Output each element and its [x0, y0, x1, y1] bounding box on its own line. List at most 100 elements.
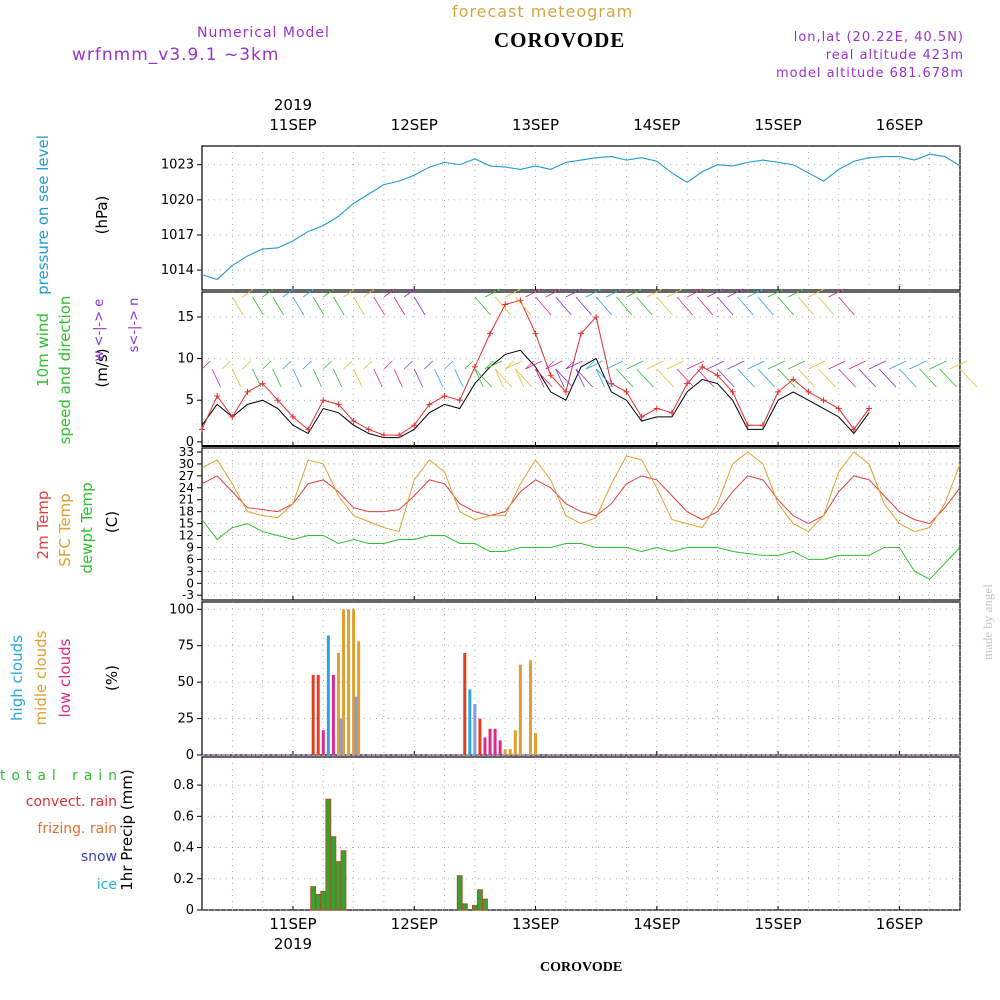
wind-arrow — [413, 296, 426, 316]
wind-arrow — [565, 360, 583, 370]
wind-mean-line — [201, 349, 870, 439]
wind-arrow — [454, 368, 464, 388]
wind-arrow — [353, 368, 363, 388]
wind-arrow — [575, 368, 585, 388]
wind-arrow — [929, 360, 947, 370]
gust-marker — [668, 409, 675, 416]
wind-arrow — [737, 368, 755, 388]
wind-arrow — [262, 288, 274, 298]
wind-arrow — [828, 360, 846, 370]
wind-arrow — [272, 296, 284, 316]
gust-marker — [380, 432, 387, 439]
y-tick-label: 0.2 — [173, 872, 194, 887]
wind-arrow — [504, 360, 514, 370]
wind-arrow — [201, 360, 211, 370]
precip-bar — [471, 904, 478, 911]
cloud-high-label: high clouds — [8, 635, 26, 721]
wind-arrow — [211, 368, 221, 388]
wind-arrow — [272, 368, 282, 388]
gust-marker — [775, 388, 782, 395]
wind-arrow — [292, 368, 302, 388]
wind-arrow — [292, 296, 305, 316]
gust-marker — [456, 397, 463, 404]
wind-arrow — [545, 360, 563, 370]
y-tick-label: 0 — [186, 576, 194, 590]
cloud-bar — [341, 609, 345, 755]
wind-arrow — [788, 360, 806, 370]
y-tick-label: 6 — [186, 552, 194, 566]
wind-arrow — [788, 288, 804, 298]
wind-arrow — [585, 360, 604, 370]
cloud-bar — [468, 689, 472, 755]
wind-arrow — [777, 368, 796, 388]
wind-arrow — [909, 360, 927, 370]
cloud-bar — [534, 733, 538, 755]
gust-marker — [850, 426, 857, 433]
wind-arrow — [373, 296, 385, 316]
y-tick-label: 100 — [169, 602, 194, 617]
gust-marker — [820, 397, 827, 404]
wind-arrow — [494, 296, 511, 316]
wind-arrow — [545, 360, 555, 370]
cloud-mid-label: midle clouds — [32, 630, 50, 725]
wind-arrow — [727, 360, 745, 370]
gust-marker — [759, 422, 766, 429]
wind-arrow — [656, 368, 674, 388]
wind-arrow — [676, 296, 693, 316]
wind-arrow — [363, 360, 373, 370]
panel-frame — [201, 601, 961, 756]
y-tick-label: 10 — [177, 352, 194, 367]
wind-arrow — [575, 296, 592, 316]
wind-arrow — [353, 296, 365, 316]
wind-arrow — [797, 296, 815, 316]
wind-arrow — [464, 360, 474, 370]
gust-marker — [320, 397, 327, 404]
wind-arrow — [252, 296, 264, 316]
model-label: Numerical Model — [197, 25, 330, 41]
date-label-bottom: 12SEP — [391, 915, 438, 933]
wind-arrow — [333, 368, 343, 388]
wind-arrow — [696, 368, 715, 388]
cloud-bar — [493, 728, 497, 755]
wind-arrow — [231, 296, 244, 316]
wind-arrow — [545, 288, 562, 298]
wind-arrow — [747, 288, 764, 298]
wind-arrow — [333, 296, 345, 316]
gust-marker — [365, 426, 372, 433]
wind-arrow — [707, 288, 724, 298]
y-tick-label: 9 — [186, 540, 194, 554]
gust-marker — [790, 376, 797, 383]
model-altitude-label: model altitude 681.678m — [775, 66, 964, 81]
wind-arrow — [949, 360, 967, 370]
wind-arrow — [555, 296, 572, 316]
y-tick-label: 33 — [179, 445, 194, 459]
pressure-line — [201, 153, 961, 281]
y-tick-label: 15 — [179, 517, 194, 531]
cloud-bar — [336, 653, 340, 755]
wind-arrow — [626, 288, 643, 298]
wind-arrow — [747, 360, 765, 370]
wind-arrow — [494, 368, 504, 388]
gust-marker — [835, 405, 842, 412]
wind-arrow — [565, 360, 575, 370]
wind-arrow — [302, 360, 312, 370]
gust-marker — [259, 380, 266, 387]
wind-arrow — [474, 368, 492, 388]
precip-ylabel: 1hr Precip (mm) — [118, 769, 136, 890]
y-tick-label: -3 — [182, 588, 194, 602]
y-tick-label: 3 — [186, 564, 194, 578]
wind-arrow — [343, 288, 355, 298]
wind-arrow — [555, 368, 565, 388]
wind-arrow — [282, 360, 292, 370]
wind-arrow — [535, 296, 552, 316]
gust-marker — [805, 388, 812, 395]
gust-marker — [729, 388, 736, 395]
cloud-bar — [518, 664, 522, 755]
wind-arrow — [595, 368, 614, 388]
wind-arrow — [777, 296, 794, 316]
model-version: wrfnmm_v3.9.1 ~3km — [72, 45, 280, 65]
wind-arrow — [505, 360, 523, 370]
y-tick-label: 21 — [179, 493, 194, 507]
wind-arrow — [696, 296, 714, 316]
footer-station: COROVODE — [540, 960, 623, 975]
